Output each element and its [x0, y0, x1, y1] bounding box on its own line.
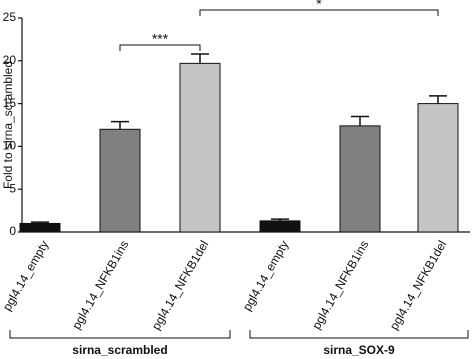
y-tick-label: 5 [9, 181, 16, 195]
y-tick-label: 20 [3, 53, 17, 67]
significance-label: * [316, 0, 322, 12]
y-tick-label: 0 [9, 224, 16, 238]
x-tick-label: pgl4.14_NFKB1ins [309, 238, 371, 332]
x-tick-label: pgl4.14_NFKB1ins [69, 238, 131, 332]
group-label: sirna_SOX-9 [323, 343, 395, 357]
group-bracket [9, 330, 231, 339]
bar [259, 220, 301, 233]
y-axis-label: Fold to sirna_scrambled [1, 61, 15, 189]
bar [179, 62, 221, 233]
x-tick-label: pgl4.14_empty [240, 238, 291, 313]
y-tick-label: 25 [3, 10, 17, 24]
bar [99, 128, 141, 233]
error-bar [351, 115, 369, 126]
error-bar [429, 95, 447, 104]
y-tick-label: 15 [3, 96, 17, 110]
bar [417, 103, 459, 233]
bar [19, 222, 61, 233]
error-bar [191, 53, 209, 64]
significance-label: *** [152, 31, 169, 47]
group-label: sirna_scrambled [72, 343, 167, 357]
error-bar [111, 120, 129, 130]
x-tick-label: pgl4.14_NFKB1del [149, 238, 211, 332]
bar [339, 125, 381, 233]
significance-bracket [119, 44, 201, 51]
y-tick-label: 10 [3, 139, 17, 153]
x-tick-label: pgl4.14_empty [0, 238, 51, 313]
group-bracket [249, 330, 469, 339]
error-bar [31, 221, 49, 224]
x-tick-label: pgl4.14_NFKB1del [387, 238, 449, 332]
error-bar [271, 218, 289, 221]
significance-bracket [199, 9, 439, 16]
